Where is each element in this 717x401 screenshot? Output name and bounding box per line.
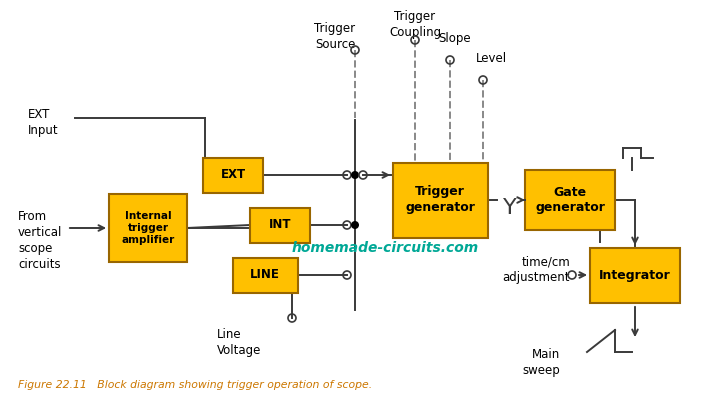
Text: Internal
trigger
amplifier: Internal trigger amplifier: [121, 211, 175, 245]
FancyBboxPatch shape: [590, 247, 680, 302]
Text: homemade-circuits.com: homemade-circuits.com: [291, 241, 479, 255]
Text: Trigger
Source: Trigger Source: [315, 22, 356, 51]
FancyBboxPatch shape: [203, 158, 263, 192]
Text: $\Upsilon$: $\Upsilon$: [502, 198, 518, 218]
Text: INT: INT: [269, 219, 291, 231]
FancyBboxPatch shape: [232, 257, 298, 292]
FancyBboxPatch shape: [109, 194, 187, 262]
Text: EXT: EXT: [220, 168, 245, 182]
Text: From
vertical
scope
circuits: From vertical scope circuits: [18, 210, 62, 271]
Text: Figure 22.11   Block diagram showing trigger operation of scope.: Figure 22.11 Block diagram showing trigg…: [18, 380, 372, 390]
Text: Gate
generator: Gate generator: [535, 186, 605, 215]
Circle shape: [351, 221, 359, 229]
Circle shape: [351, 171, 359, 179]
FancyBboxPatch shape: [392, 162, 488, 237]
Text: Line
Voltage: Line Voltage: [217, 328, 262, 357]
Text: LINE: LINE: [250, 269, 280, 282]
Text: Level: Level: [475, 52, 507, 65]
Text: Trigger
generator: Trigger generator: [405, 186, 475, 215]
Text: Trigger
Coupling: Trigger Coupling: [389, 10, 441, 39]
FancyBboxPatch shape: [250, 207, 310, 243]
Text: time/cm
adjustment: time/cm adjustment: [503, 255, 570, 284]
Text: Slope: Slope: [439, 32, 471, 45]
Text: EXT
Input: EXT Input: [28, 108, 59, 137]
FancyBboxPatch shape: [525, 170, 615, 230]
Text: Main
sweep: Main sweep: [522, 348, 560, 377]
Text: Integrator: Integrator: [599, 269, 671, 282]
